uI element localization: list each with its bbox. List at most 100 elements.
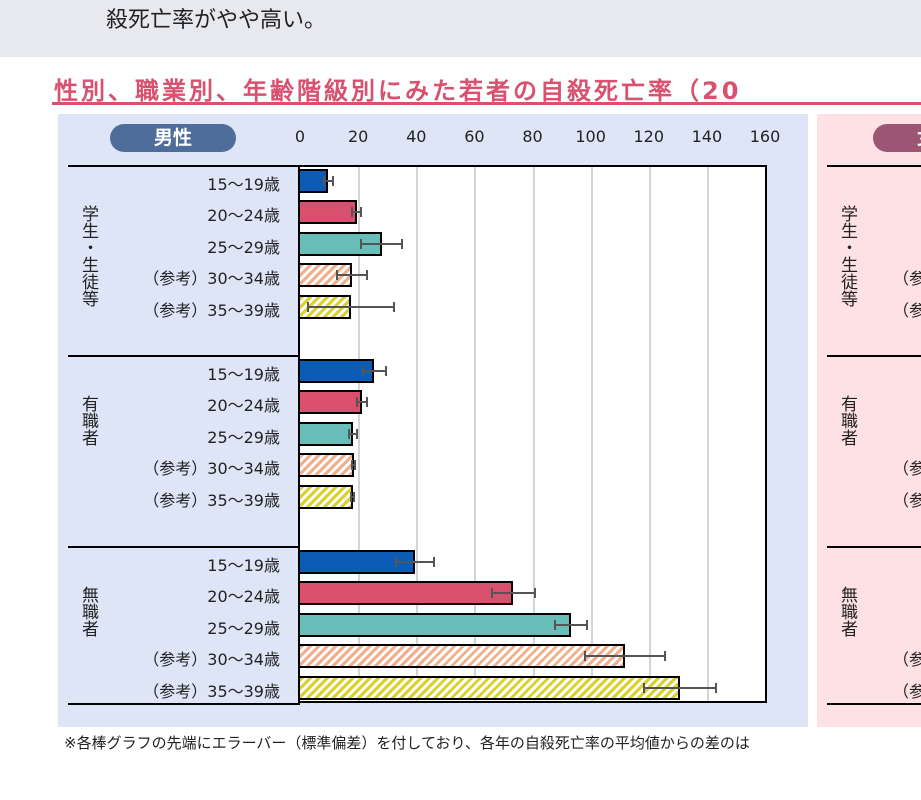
category-label: （参考）35～39歳 — [143, 301, 280, 320]
gridline — [532, 167, 535, 701]
gridline — [474, 167, 477, 701]
bar — [298, 581, 514, 605]
error-cap — [355, 429, 358, 439]
error-cap — [331, 176, 334, 186]
error-cap — [365, 397, 368, 407]
group-label: 学生・生徒等 — [837, 205, 857, 307]
category-label: 25～29歳 — [207, 238, 280, 257]
category-label: （参考）35～39歳 — [143, 682, 280, 701]
male-panel: 男性 0 20 40 60 80 100 120 140 160 学生・生徒等 15～19歳 20～2… — [58, 114, 808, 727]
error-cap — [585, 620, 588, 630]
top-text: 殺死亡率がやや高い。 — [106, 8, 327, 33]
x-tick-label: 80 — [522, 127, 543, 146]
error-cap — [306, 302, 309, 312]
bar — [298, 485, 353, 509]
category-label: 20～24歳 — [207, 396, 280, 415]
error-bar — [555, 624, 587, 626]
error-cap — [554, 620, 557, 630]
bar — [298, 390, 362, 414]
x-tick-label: 0 — [294, 127, 306, 146]
category-label: （参考）30～34歳 — [143, 650, 280, 669]
bar — [298, 676, 681, 700]
group-divider — [68, 546, 300, 548]
group-label: 有職者 — [78, 395, 98, 446]
error-cap — [347, 429, 350, 439]
group-divider — [827, 355, 921, 357]
gridline — [590, 167, 593, 701]
category-label: 20～24歳 — [207, 206, 280, 225]
bar — [298, 200, 357, 224]
error-cap — [643, 683, 646, 693]
category-label: （参考）30～34歳 — [893, 269, 921, 288]
category-label: 25～29歳 — [207, 428, 280, 447]
category-label: 15～19歳 — [207, 365, 280, 384]
category-label: （参考）35～39歳 — [893, 301, 921, 320]
error-cap — [351, 460, 354, 470]
error-cap — [355, 397, 358, 407]
error-bar — [491, 592, 535, 594]
x-tick-label: 140 — [691, 127, 723, 146]
error-cap — [360, 239, 363, 249]
error-bar — [337, 274, 367, 276]
bar — [298, 644, 625, 668]
error-cap — [490, 588, 493, 598]
group-divider — [68, 355, 300, 357]
female-label: 女性 — [873, 124, 921, 152]
top-text-box: 殺死亡率がやや高い。 — [0, 0, 921, 57]
error-bar — [324, 180, 333, 182]
error-bar — [585, 655, 665, 657]
group-divider — [827, 546, 921, 548]
gridline — [648, 167, 651, 701]
error-bar — [644, 687, 717, 689]
error-bar — [356, 401, 367, 403]
group-divider — [827, 165, 921, 167]
x-tick-label: 20 — [347, 127, 369, 146]
error-cap — [360, 207, 363, 217]
title-underline — [52, 102, 921, 105]
error-cap — [354, 460, 357, 470]
bar — [298, 422, 353, 446]
footnote: ※各棒グラフの先端にエラーバー（標準偏差）を付しており、各年の自殺死亡率の平均値… — [64, 734, 750, 752]
error-bar — [361, 243, 403, 245]
error-bar — [351, 496, 355, 498]
error-cap — [584, 651, 587, 661]
category-label: 15～19歳 — [207, 556, 280, 575]
bottom-divider — [68, 703, 300, 705]
error-cap — [350, 492, 353, 502]
gridline — [416, 167, 419, 701]
male-label: 男性 — [110, 124, 236, 152]
chart-title: 性別、職業別、年齢階級別にみた若者の自殺死亡率（20 — [54, 77, 742, 105]
category-label: 20～24歳 — [207, 587, 280, 606]
category-label: （参考）35～39歳 — [893, 682, 921, 701]
error-cap — [385, 366, 388, 376]
bar — [298, 453, 354, 477]
error-cap — [336, 270, 339, 280]
group-label: 学生・生徒等 — [78, 205, 98, 307]
category-label: 15～19歳 — [207, 175, 280, 194]
gridline — [358, 167, 361, 701]
group-label: 無職者 — [78, 586, 98, 637]
bar — [298, 613, 571, 637]
error-bar — [352, 211, 362, 213]
error-cap — [351, 207, 354, 217]
x-tick-label: 60 — [464, 127, 485, 146]
error-bar — [352, 464, 356, 466]
error-bar — [396, 561, 435, 563]
category-label: 25～29歳 — [207, 619, 280, 638]
category-label: （参考）35～39歳 — [893, 491, 921, 510]
bottom-divider — [827, 703, 921, 705]
x-tick-label: 120 — [633, 127, 665, 146]
x-tick-label: 40 — [406, 127, 427, 146]
group-label: 無職者 — [837, 586, 857, 637]
category-label: （参考）30～34歳 — [893, 459, 921, 478]
error-cap — [433, 557, 436, 567]
category-label: （参考）30～34歳 — [143, 269, 280, 288]
category-label: （参考）30～34歳 — [143, 459, 280, 478]
error-cap — [365, 270, 368, 280]
x-tick-label: 100 — [575, 127, 606, 146]
error-cap — [395, 557, 398, 567]
error-cap — [392, 302, 395, 312]
error-cap — [323, 176, 326, 186]
error-cap — [533, 588, 536, 598]
plot-area — [298, 165, 767, 703]
